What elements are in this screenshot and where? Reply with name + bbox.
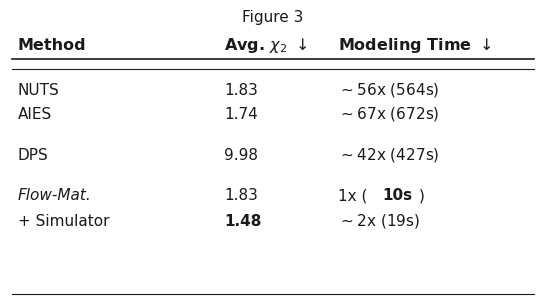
Text: ): ) bbox=[419, 188, 424, 203]
Text: 1.83: 1.83 bbox=[224, 188, 258, 203]
Text: $\sim$56x (564s): $\sim$56x (564s) bbox=[338, 81, 440, 99]
Text: + Simulator: + Simulator bbox=[17, 214, 109, 229]
Text: Flow-Mat.: Flow-Mat. bbox=[17, 188, 91, 203]
Text: NUTS: NUTS bbox=[17, 83, 60, 98]
Text: 1.83: 1.83 bbox=[224, 83, 258, 98]
Text: AIES: AIES bbox=[17, 107, 52, 122]
Text: $\sim$2x (19s): $\sim$2x (19s) bbox=[338, 212, 420, 230]
Text: 10s: 10s bbox=[383, 188, 413, 203]
Text: $\sim$42x (427s): $\sim$42x (427s) bbox=[338, 146, 440, 164]
Text: 9.98: 9.98 bbox=[224, 147, 258, 163]
Text: Method: Method bbox=[17, 38, 86, 53]
Text: 1.48: 1.48 bbox=[224, 214, 262, 229]
Text: 1x (: 1x ( bbox=[338, 188, 367, 203]
Text: Figure 3: Figure 3 bbox=[242, 10, 304, 26]
Text: Modeling Time $\downarrow$: Modeling Time $\downarrow$ bbox=[338, 36, 491, 54]
Text: 1.74: 1.74 bbox=[224, 107, 258, 122]
Text: $\sim$67x (672s): $\sim$67x (672s) bbox=[338, 105, 440, 123]
Text: Avg. $\chi_2$ $\downarrow$: Avg. $\chi_2$ $\downarrow$ bbox=[224, 36, 308, 54]
Text: DPS: DPS bbox=[17, 147, 49, 163]
